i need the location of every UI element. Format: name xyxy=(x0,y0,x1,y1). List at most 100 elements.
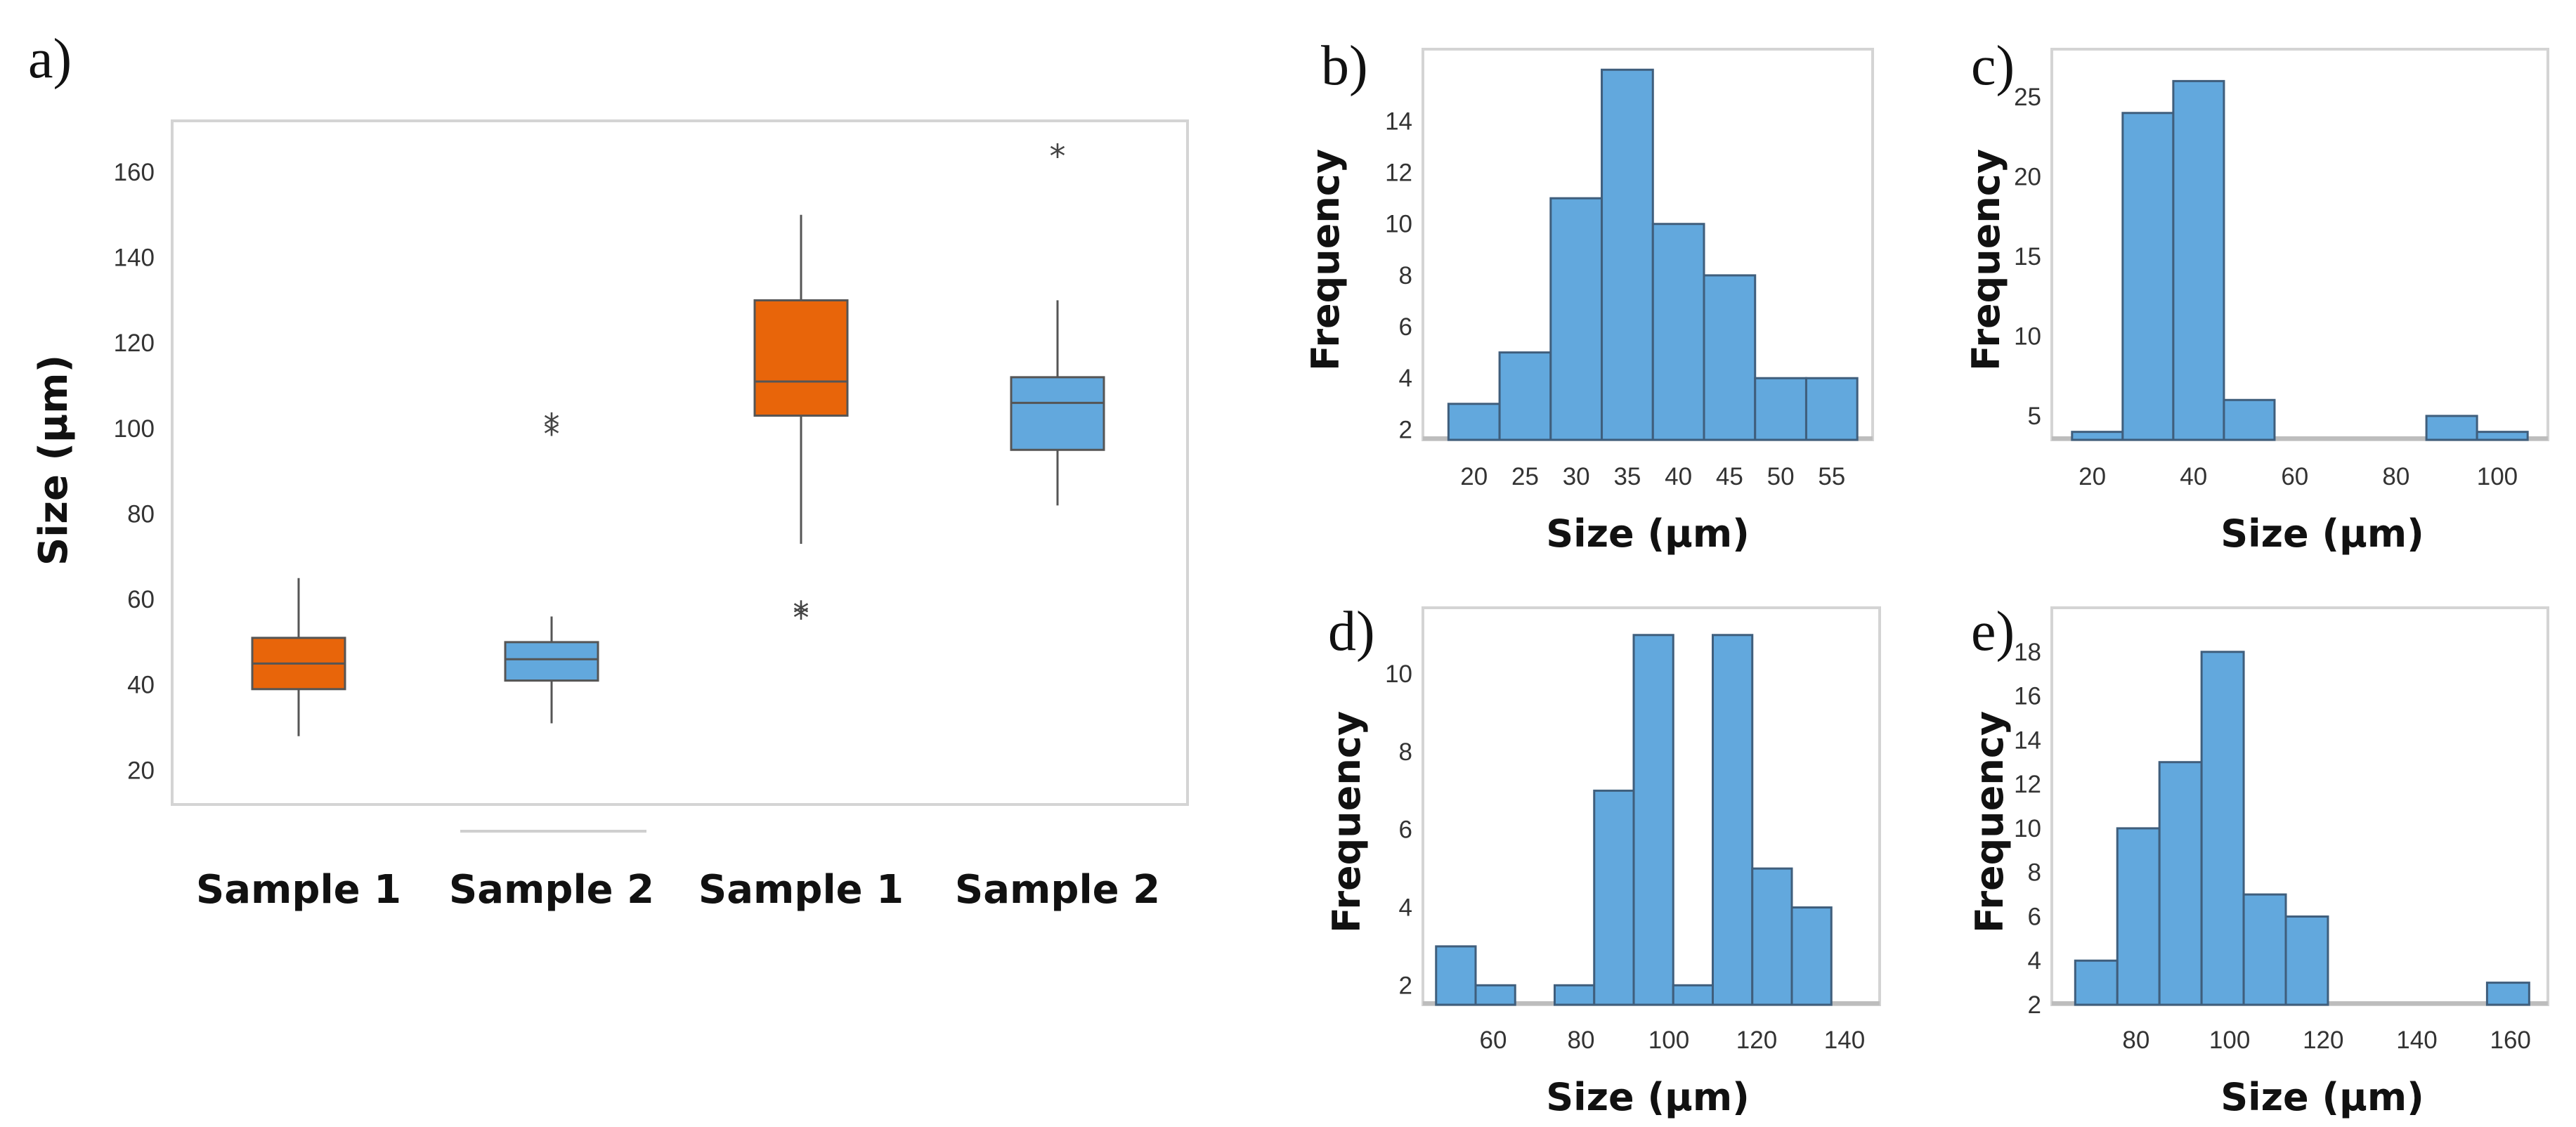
panel-b-x-tick-label: 50 xyxy=(1767,463,1795,490)
panel-a-y-axis-title: Size (µm) xyxy=(31,355,77,566)
histogram-bar xyxy=(1593,789,1635,1006)
box-outlier: * xyxy=(793,599,809,637)
box-3: ** xyxy=(753,214,849,637)
box-2: ** xyxy=(504,407,599,724)
panel-d-x-tick-label: 120 xyxy=(1736,1027,1777,1054)
panel-b-y-axis-title: Frequency xyxy=(1303,149,1348,371)
histogram-bar xyxy=(2242,893,2287,1006)
panel-b-x-tick-label: 45 xyxy=(1716,463,1743,490)
histogram-bar xyxy=(1651,223,1705,441)
panel-b-x-tick-label: 40 xyxy=(1665,463,1692,490)
panel-e-x-tick-label: 80 xyxy=(2122,1027,2149,1054)
panel-e-label: e) xyxy=(1971,601,2015,663)
histogram-bar xyxy=(1498,351,1552,441)
panel-a-y-tick-label: 100 xyxy=(114,415,155,443)
panel-c: c) Frequency 5 10 15 20 25 20 40 60 80 100 Size (µm) xyxy=(1964,35,2549,556)
histogram-bar xyxy=(2074,959,2119,1006)
panel-b-label: b) xyxy=(1321,35,1368,97)
panel-b-x-axis-title: Size (µm) xyxy=(1546,512,1750,556)
panel-c-y-tick-label: 25 xyxy=(2014,84,2041,111)
box-body xyxy=(753,299,849,417)
panel-c-x-tick-label: 80 xyxy=(2382,463,2409,490)
panel-d-y-tick-label: 10 xyxy=(1385,660,1412,688)
panel-e-x-tick-label: 140 xyxy=(2396,1027,2437,1054)
histogram-bar xyxy=(1554,984,1596,1006)
histogram-bar xyxy=(2223,398,2276,441)
box-outlier: * xyxy=(544,407,560,445)
histogram-bar xyxy=(2476,431,2529,441)
panel-e-y-tick-label: 12 xyxy=(2014,771,2041,798)
panel-e-y-tick-label: 2 xyxy=(2028,991,2041,1019)
panel-d: d) Frequency 2 4 6 8 10 60 80 100 120 140 Size (µm) xyxy=(1325,601,1881,1119)
panel-e-x-axis-title: Size (µm) xyxy=(2220,1075,2424,1119)
panel-a-label: a) xyxy=(28,28,72,90)
panel-c-y-tick-label: 15 xyxy=(2014,243,2041,271)
histogram-bar xyxy=(2116,827,2161,1006)
panel-e-x-tick-label: 100 xyxy=(2209,1027,2250,1054)
panel-d-x-tick-label: 60 xyxy=(1480,1027,1507,1054)
histogram-bar xyxy=(1703,274,1757,441)
panel-c-x-tick-label: 100 xyxy=(2477,463,2518,490)
panel-b-y-tick-label: 2 xyxy=(1399,416,1412,443)
panel-e-x-tick-label: 120 xyxy=(2303,1027,2343,1054)
panel-d-label: d) xyxy=(1328,601,1375,663)
panel-d-x-axis-title: Size (µm) xyxy=(1546,1075,1750,1119)
panel-b-y-tick-label: 10 xyxy=(1385,211,1412,238)
panel-a-y-tick-label: 80 xyxy=(127,500,155,528)
histogram-bar xyxy=(1790,906,1833,1006)
panel-a-y-tick-label: 160 xyxy=(114,159,155,186)
panel-d-x-tick-label: 80 xyxy=(1568,1027,1595,1054)
box-body xyxy=(504,641,599,682)
panel-b-x-tick-label: 35 xyxy=(1613,463,1641,490)
panel-a: a) Size (µm) 20 40 60 80 100 120 140 160 Sample 1 *… xyxy=(28,28,1189,913)
panel-e-x-tick-label: 160 xyxy=(2490,1027,2531,1054)
box-1 xyxy=(251,578,346,736)
histogram-bar xyxy=(1447,403,1501,441)
panel-b-y-tick-label: 12 xyxy=(1385,159,1412,187)
panel-b-x-tick-label: 25 xyxy=(1511,463,1539,490)
panel-b-x-tick-label: 55 xyxy=(1818,463,1845,490)
histogram-bar xyxy=(2485,982,2530,1006)
box-outlier: * xyxy=(1050,137,1066,175)
panel-b-y-tick-label: 6 xyxy=(1399,313,1412,341)
panel-a-frame xyxy=(171,119,1189,806)
histogram-bar xyxy=(1804,377,1859,441)
panel-c-x-tick-label: 40 xyxy=(2180,463,2207,490)
histogram-bar xyxy=(2121,112,2175,441)
panel-d-x-tick-label: 140 xyxy=(1824,1027,1865,1054)
panel-e-y-axis-title: Frequency xyxy=(1967,711,2012,933)
panel-d-y-tick-label: 6 xyxy=(1399,816,1412,844)
panel-b-y-tick-label: 4 xyxy=(1399,365,1412,392)
panel-a-y-tick-label: 40 xyxy=(127,672,155,699)
panel-a-y-tick-label: 20 xyxy=(127,757,155,784)
histogram-bar xyxy=(2425,415,2478,441)
histogram-bar xyxy=(1672,984,1714,1006)
histogram-bar xyxy=(1549,197,1604,441)
panel-c-x-tick-label: 60 xyxy=(2281,463,2308,490)
panel-e-y-tick-label: 4 xyxy=(2028,947,2041,975)
histogram-bar xyxy=(1601,68,1654,441)
panel-d-y-tick-label: 4 xyxy=(1399,894,1412,922)
box-outlier: * xyxy=(793,594,809,632)
histogram-bar xyxy=(1751,867,1793,1006)
panel-e-y-tick-label: 8 xyxy=(2028,859,2041,887)
panel-e-y-tick-label: 14 xyxy=(2014,727,2041,754)
panel-c-y-axis-title: Frequency xyxy=(1964,149,2008,371)
panel-e-y-tick-label: 18 xyxy=(2014,639,2041,666)
box-body xyxy=(1010,376,1105,451)
panel-e-y-tick-label: 16 xyxy=(2014,683,2041,710)
panel-d-y-axis-title: Frequency xyxy=(1325,711,1369,933)
panel-b: b) Frequency 2 4 6 8 10 12 14 20 25 30 35 40 45 50 55 Siz… xyxy=(1303,35,1874,556)
panel-b-x-tick-label: 20 xyxy=(1460,463,1488,490)
box-outlier: * xyxy=(544,415,560,453)
histogram-bar xyxy=(2200,651,2245,1006)
histogram-bar xyxy=(1712,634,1754,1006)
panel-c-y-tick-label: 20 xyxy=(2014,164,2041,191)
panel-c-x-tick-label: 20 xyxy=(2079,463,2106,490)
panel-a-y-tick-label: 120 xyxy=(114,330,155,357)
histogram-bar xyxy=(2172,79,2225,441)
category-label: Sample 2 xyxy=(955,867,1160,913)
histogram-bar xyxy=(2284,915,2329,1006)
panel-b-y-tick-label: 14 xyxy=(1385,108,1412,135)
histogram-bar xyxy=(1754,377,1807,441)
